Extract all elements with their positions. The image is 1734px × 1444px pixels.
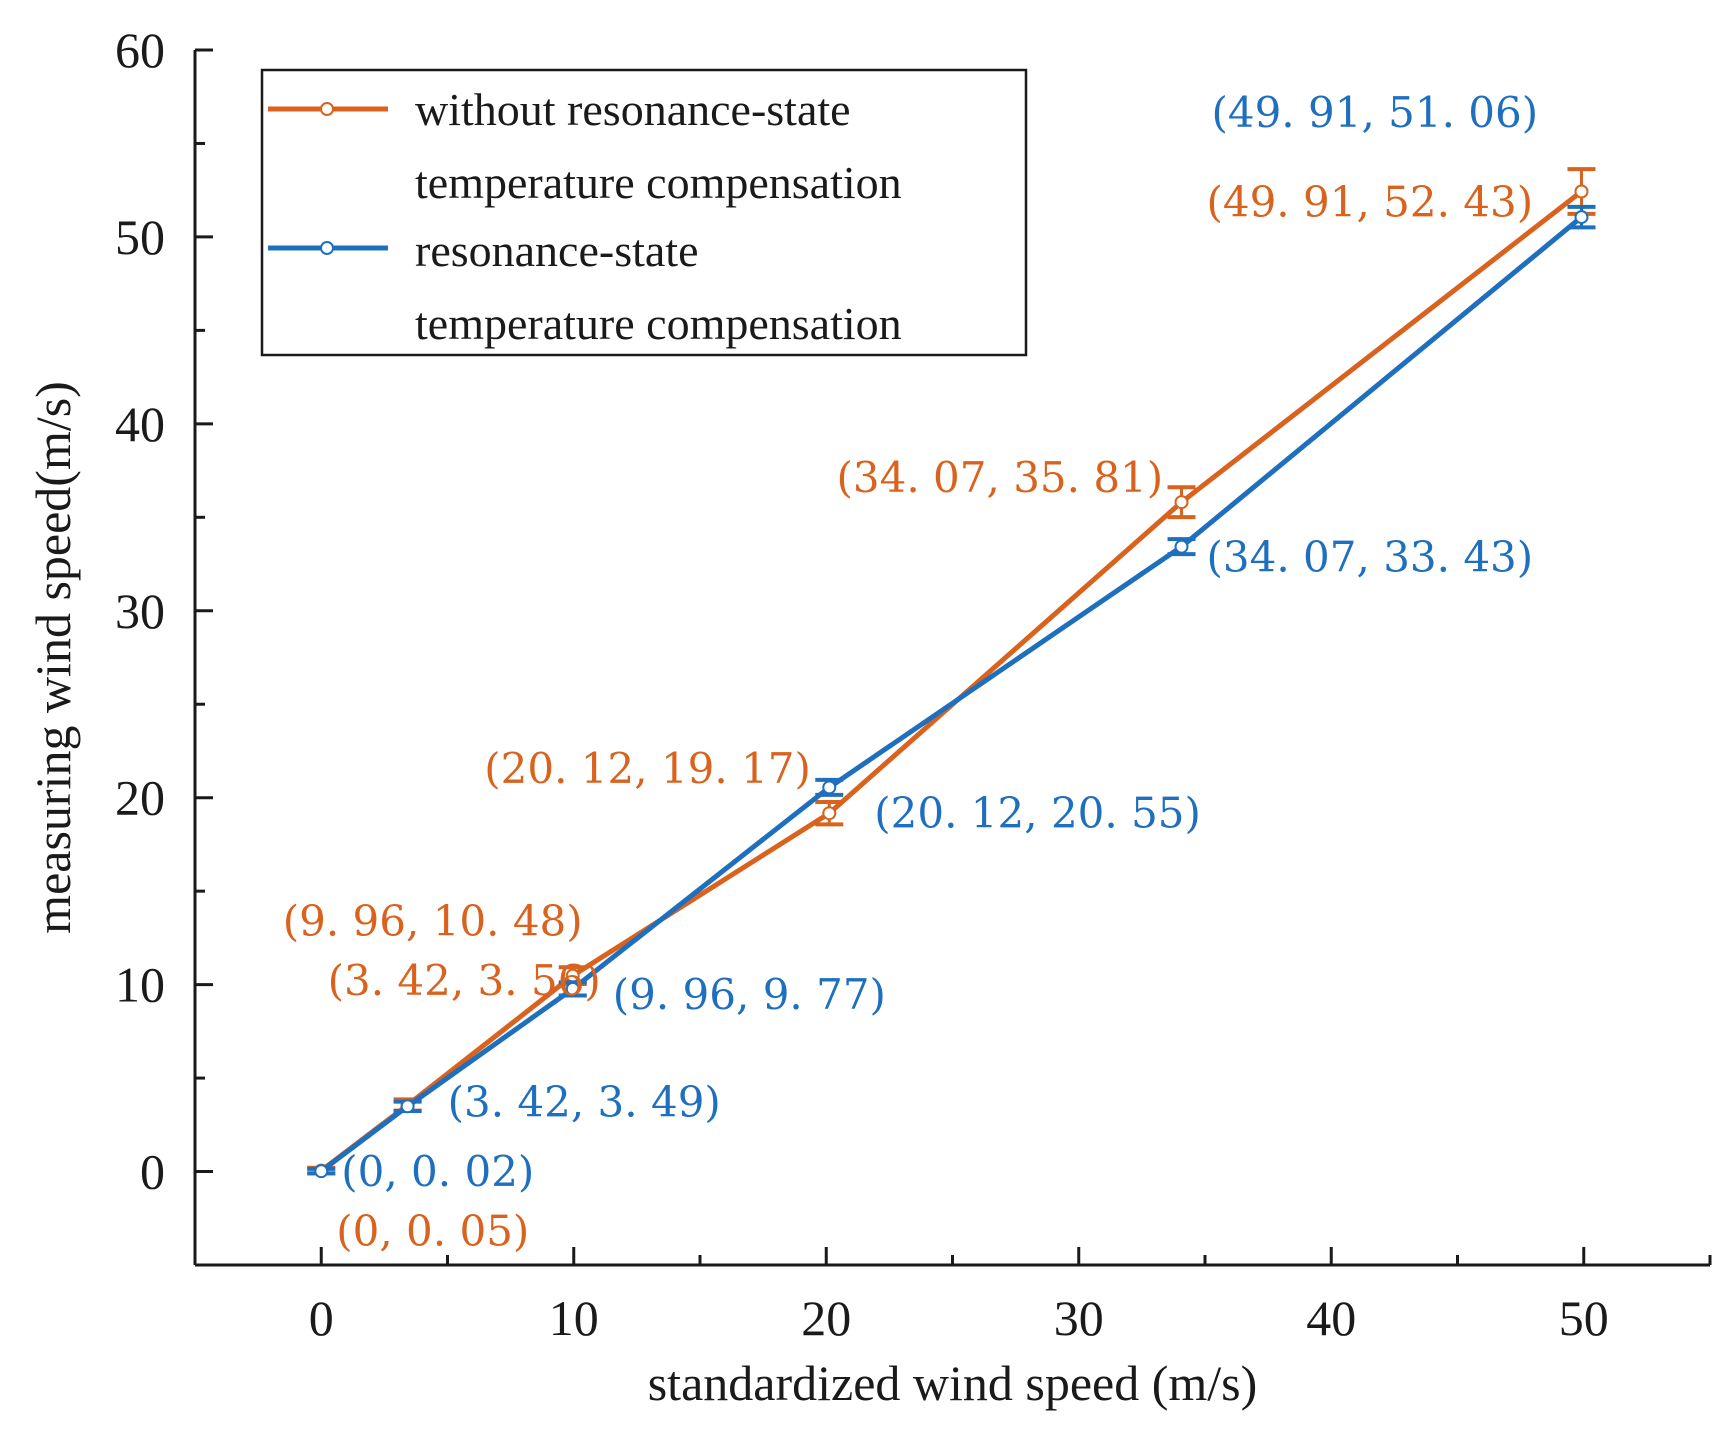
data-label: (20. 12, 19. 17) [484,744,811,793]
data-point [565,981,580,996]
data-label: (49. 91, 52. 43) [1206,178,1533,227]
legend-label-with-line1: resonance-state [415,225,699,276]
x-tick-label: 30 [1054,1290,1104,1346]
y-tick-label: 40 [115,396,165,452]
data-label: (9. 96, 9. 77) [613,970,886,1019]
data-label: (34. 07, 35. 81) [837,453,1164,502]
series-layer [307,167,1596,1179]
data-point [1574,184,1589,199]
y-tick-label: 30 [115,583,165,639]
legend-box [260,68,1028,357]
data-label: (3. 42, 3. 49) [448,1077,721,1126]
data-point [1174,495,1189,510]
y-tick-label: 50 [115,209,165,265]
data-label: (0, 0. 05) [336,1207,529,1256]
data-label: (20. 12, 20. 55) [874,788,1201,837]
data-label: (49. 91, 51. 06) [1211,88,1538,137]
data-label: (9. 96, 10. 48) [283,897,583,946]
x-tick-label: 40 [1306,1290,1356,1346]
data-label: (34. 07, 33. 43) [1207,533,1534,582]
y-tick-label: 10 [115,957,165,1013]
data-point [822,806,837,821]
data-point [1174,539,1189,554]
x-tick-label: 50 [1559,1290,1609,1346]
data-label: (0, 0. 02) [341,1147,534,1196]
x-tick-label: 0 [309,1290,334,1346]
x-tick-label: 20 [801,1290,851,1346]
y-axis-title: measuring wind speed(m/s) [25,381,81,934]
axes: 0 10 20 30 40 50 60 0 10 20 30 40 50 standardized win… [25,22,1712,1411]
legend: without resonance-state temperature comp… [260,68,1028,357]
y-tick-label: 20 [115,770,165,826]
data-point [822,780,837,795]
data-point [400,1099,415,1114]
legend-label-without-line2: temperature compensation [415,157,902,208]
x-tick-label: 10 [549,1290,599,1346]
legend-marker-with-compensation [320,241,334,255]
legend-label-without-line1: without resonance-state [415,84,851,135]
series-line-1 [319,215,1584,1174]
x-axis-title: standardized wind speed (m/s) [648,1355,1258,1411]
legend-marker-without-compensation [320,102,334,116]
data-label: (3. 42, 3. 56) [328,956,601,1005]
legend-label-with-line2: temperature compensation [415,298,902,349]
y-tick-label: 60 [115,22,165,78]
data-label-layer: (0, 0. 05) (3. 42, 3. 56) (9. 96, 10. 48) (… [283,88,1538,1255]
data-point [1574,210,1589,225]
data-point [314,1164,329,1179]
y-tick-label: 0 [140,1144,165,1200]
